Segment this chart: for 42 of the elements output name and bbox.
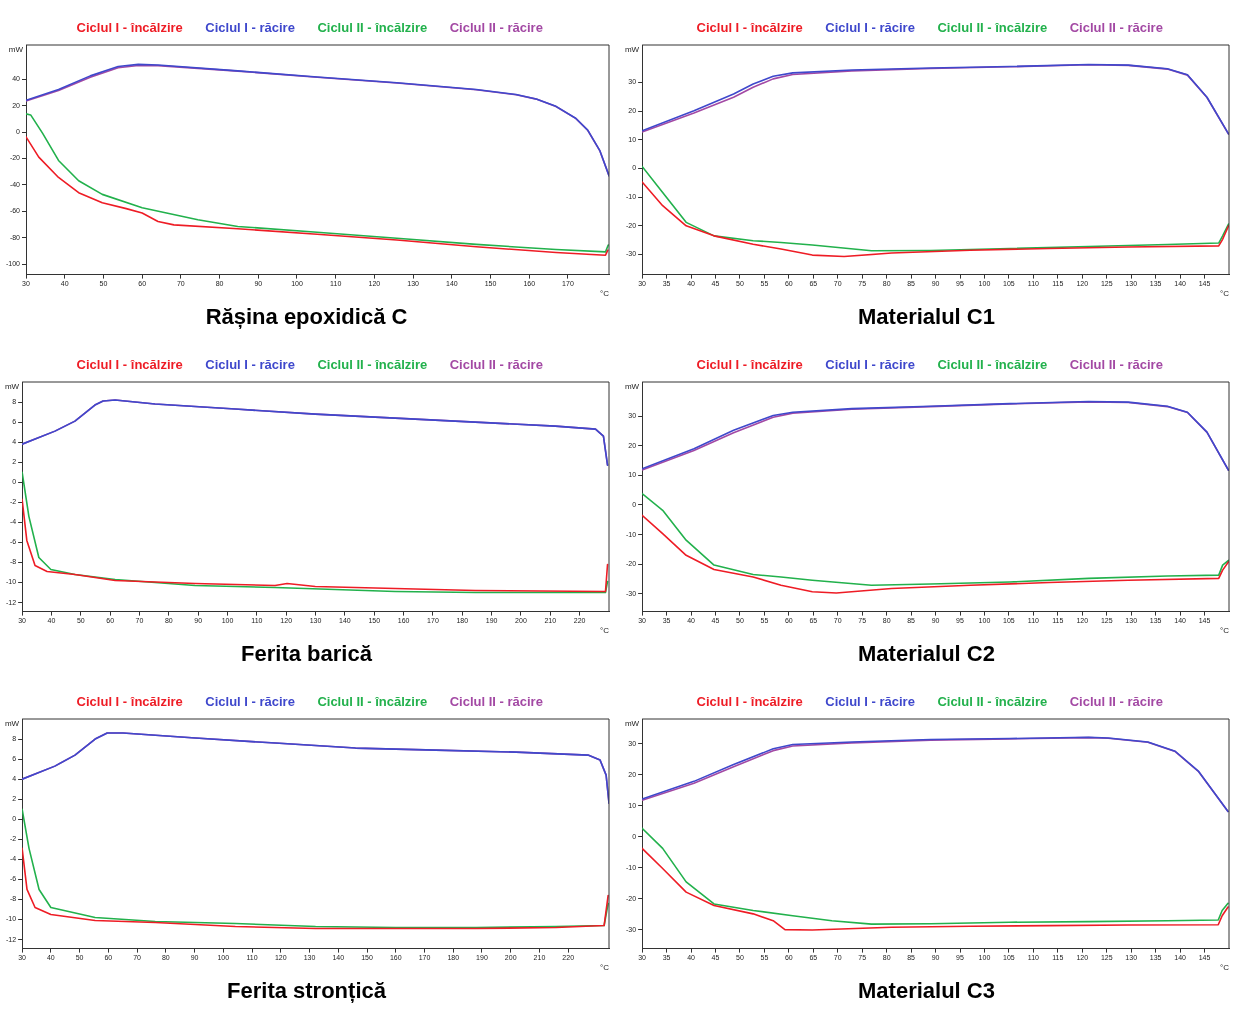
text: Ciclul I - încălzire	[76, 694, 183, 710]
y-axis-title: mW	[624, 382, 640, 392]
text: Ciclul I - răcire	[825, 694, 915, 710]
text: Ciclul I - răcire	[825, 357, 915, 373]
x-axis-title: °C	[1220, 963, 1230, 972]
text: Ciclul I - încălzire	[696, 20, 803, 36]
text: Ciclul II - încălzire	[937, 357, 1048, 373]
y-axis-title: mW	[624, 719, 640, 729]
text: Ciclul II - răcire	[449, 694, 543, 710]
text: Ciclul I - încălzire	[696, 694, 803, 710]
x-axis-title: °C	[600, 289, 610, 298]
text: Ciclul II - încălzire	[937, 694, 1048, 710]
x-axis-title: °C	[600, 626, 610, 635]
text: Ciclul I - încălzire	[76, 20, 183, 36]
text: Ciclul II - răcire	[1069, 694, 1163, 710]
x-axis-title: °C	[600, 963, 610, 972]
text: Ciclul II - răcire	[1069, 20, 1163, 36]
y-axis-title: mW	[4, 719, 20, 729]
text: Ciclul II - încălzire	[317, 20, 428, 36]
text: Ciclul II - răcire	[449, 20, 543, 36]
text: Materialul C3	[858, 977, 995, 1003]
text: Ciclul I - răcire	[205, 357, 295, 373]
text: Rășina epoxidică C	[205, 303, 408, 329]
text: Ciclul I - răcire	[205, 694, 295, 710]
y-axis-title: mW	[4, 382, 20, 392]
text: Materialul C2	[858, 640, 995, 666]
text: Materialul C1	[858, 303, 995, 329]
text: Ciclul I - încălzire	[76, 357, 183, 373]
x-axis-title: °C	[1220, 289, 1230, 298]
text: Ciclul I - răcire	[205, 20, 295, 36]
text: Ciclul II - încălzire	[937, 20, 1048, 36]
text: Ciclul II - încălzire	[317, 357, 428, 373]
y-axis-title: mW	[624, 45, 640, 55]
text: Ciclul I - încălzire	[696, 357, 803, 373]
text: Ciclul II - încălzire	[317, 694, 428, 710]
y-axis-title: mW	[8, 45, 24, 55]
text: Ferita barică	[241, 640, 373, 666]
text: Ciclul II - răcire	[1069, 357, 1163, 373]
text: Ciclul II - răcire	[449, 357, 543, 373]
text: Ciclul I - răcire	[825, 20, 915, 36]
x-axis-title: °C	[1220, 626, 1230, 635]
text: Ferita stronțică	[227, 977, 387, 1003]
